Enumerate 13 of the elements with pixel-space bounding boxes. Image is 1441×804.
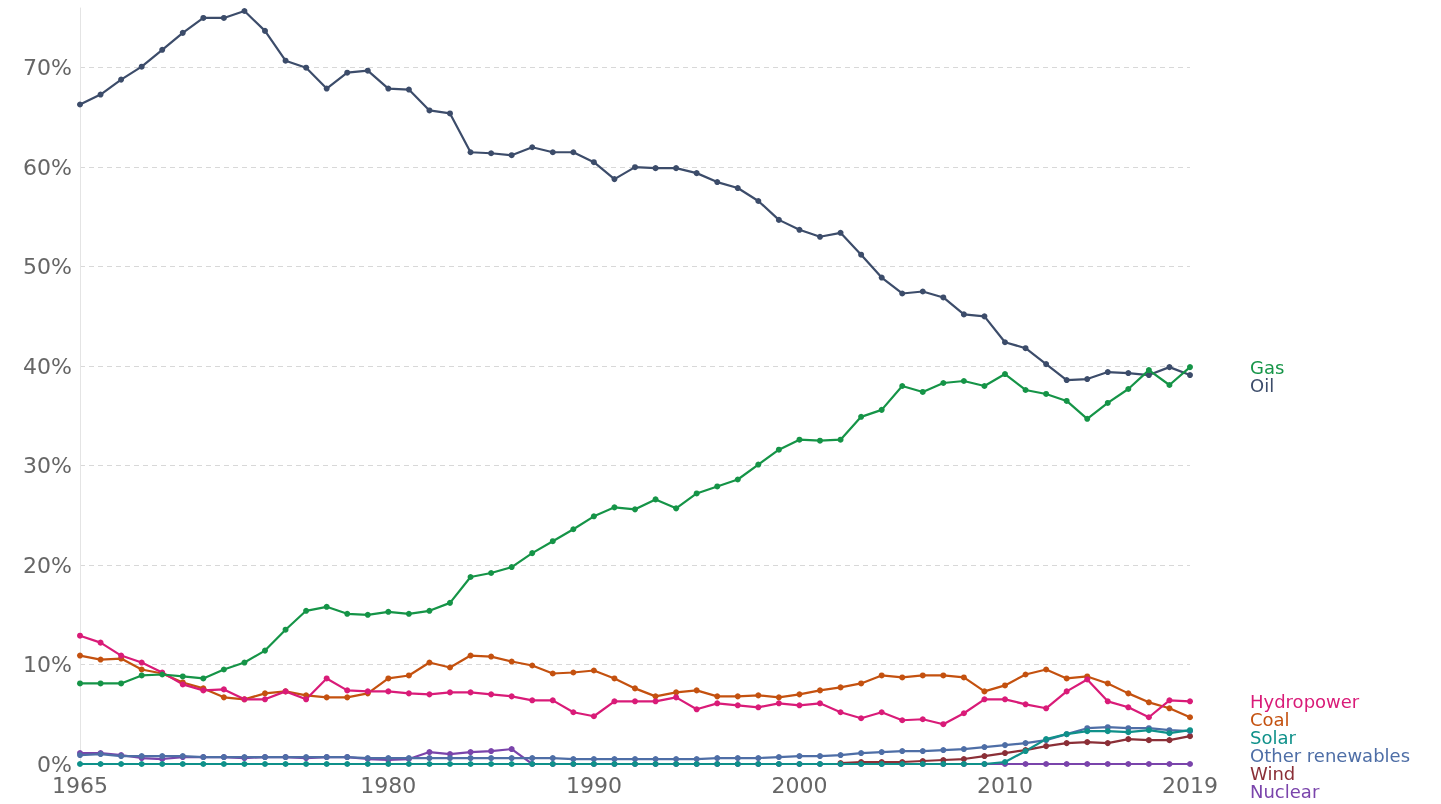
- x-tick-label: 2019: [1162, 772, 1218, 798]
- y-tick-label: 60%: [23, 154, 72, 180]
- y-tick-label: 40%: [23, 353, 72, 379]
- x-tick-label: 1980: [360, 772, 417, 798]
- x-tick-label: 1990: [565, 772, 622, 798]
- y-tick-label: 30%: [23, 453, 72, 479]
- y-tick-label: 70%: [23, 55, 72, 81]
- x-tick-label: 2000: [771, 772, 828, 798]
- x-tick-label: 2010: [977, 772, 1033, 798]
- y-tick-label: 10%: [23, 652, 72, 678]
- text: Hydropower: [1250, 690, 1360, 712]
- y-tick-label: 20%: [23, 552, 72, 578]
- y-tick-label: 50%: [23, 254, 72, 280]
